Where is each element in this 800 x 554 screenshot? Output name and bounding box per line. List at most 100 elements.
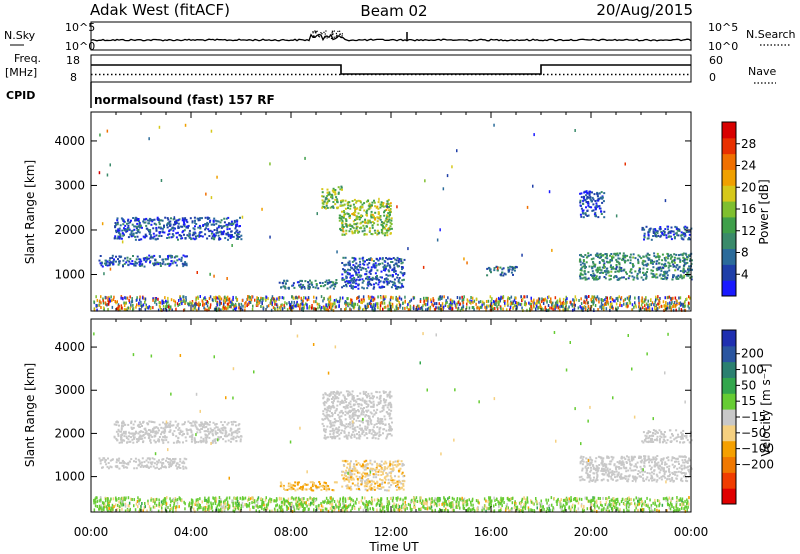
power-ground-scatter xyxy=(556,299,559,303)
power-ground-scatter xyxy=(441,302,444,306)
power-echo-pixel xyxy=(369,221,372,224)
velocity-echo-pixel xyxy=(348,416,351,418)
power-ground-scatter xyxy=(236,297,239,301)
velocity-echo-pixel xyxy=(206,436,209,439)
power-ground-scatter xyxy=(123,304,126,307)
power-echo-pixel xyxy=(671,278,674,281)
power-echo-pixel xyxy=(143,265,146,268)
power-echo-pixel xyxy=(381,257,384,260)
power-echo-pixel xyxy=(346,203,349,206)
power-ground-scatter xyxy=(104,295,107,299)
power-echo-pixel xyxy=(398,277,401,279)
power-echo-pixel xyxy=(591,275,594,277)
power-ground-scatter xyxy=(604,303,606,307)
power-ground-scatter xyxy=(368,302,371,306)
velocity-echo-pixel xyxy=(367,405,370,408)
power-echo-pixel xyxy=(649,259,652,262)
power-echo-pixel xyxy=(386,264,389,267)
velocity-echo-pixel xyxy=(326,417,329,420)
power-echo-pixel xyxy=(120,255,123,258)
power-echo-pixel xyxy=(374,211,377,214)
velocity-echo-pixel xyxy=(120,428,123,431)
power-echo-pixel xyxy=(343,233,346,236)
velocity-echo-pixel xyxy=(353,433,356,436)
power-ground-scatter xyxy=(490,301,493,305)
velocity-echo-pixel xyxy=(105,463,108,466)
power-ground-scatter xyxy=(457,300,459,304)
power-echo-pixel xyxy=(401,284,404,287)
power-echo-pixel xyxy=(343,263,346,266)
power-echo-pixel xyxy=(332,206,335,209)
power-echo-pixel xyxy=(669,253,672,256)
power-ground-scatter xyxy=(190,302,192,306)
power-echo-pixel xyxy=(645,255,648,258)
power-echo-pixel xyxy=(363,229,366,232)
velocity-echo-pixel xyxy=(203,430,206,433)
power-ground-scatter xyxy=(687,301,690,305)
velocity-echo-pixel xyxy=(286,488,289,491)
velocity-echo-pixel xyxy=(311,489,314,492)
power-ground-scatter xyxy=(561,301,564,305)
power-echo-pixel xyxy=(149,237,152,240)
velocity-echo-pixel xyxy=(369,401,372,403)
power-echo-pixel xyxy=(191,220,194,223)
power-echo-pixel xyxy=(240,234,243,237)
power-echo-pixel xyxy=(662,266,664,269)
power-echo-pixel xyxy=(379,262,381,265)
noise-dot xyxy=(341,35,343,37)
power-echo-pixel xyxy=(402,274,405,277)
power-echo-pixel xyxy=(588,194,591,197)
power-echo-pixel xyxy=(345,232,348,235)
power-echo-pixel xyxy=(512,273,514,276)
power-echo-pixel xyxy=(137,230,140,233)
power-ground-scatter xyxy=(673,304,675,308)
power-echo-pixel xyxy=(670,235,672,238)
power-ground-scatter xyxy=(344,301,346,305)
power-ground-scatter xyxy=(655,308,657,312)
power-colorbar-segment xyxy=(722,137,736,155)
power-isolated-echo xyxy=(532,184,534,188)
power-echo-pixel xyxy=(358,215,361,218)
power-ground-scatter xyxy=(192,304,194,308)
velocity-echo-pixel xyxy=(118,467,121,470)
power-echo-pixel xyxy=(643,236,646,239)
power-echo-pixel xyxy=(684,232,687,235)
power-ground-scatter xyxy=(289,303,292,307)
power-echo-pixel xyxy=(608,274,611,277)
power-ground-scatter xyxy=(638,301,640,305)
power-echo-pixel xyxy=(665,234,668,237)
power-ground-scatter xyxy=(416,304,419,308)
power-ground-scatter xyxy=(461,295,463,299)
power-ground-scatter xyxy=(332,302,334,306)
power-echo-pixel xyxy=(354,285,357,288)
velocity-echo-pixel xyxy=(340,419,343,422)
power-echo-pixel xyxy=(352,264,355,267)
power-echo-pixel xyxy=(122,259,125,262)
power-echo-pixel xyxy=(510,271,513,274)
velocity-echo-pixel xyxy=(344,399,346,402)
velocity-echo-pixel xyxy=(344,427,347,430)
velocity-echo-pixel xyxy=(238,427,241,430)
power-echo-pixel xyxy=(511,266,514,268)
power-ground-scatter xyxy=(139,298,141,302)
power-ground-scatter xyxy=(562,297,565,301)
power-echo-pixel xyxy=(619,252,621,255)
power-echo-pixel xyxy=(187,225,189,228)
power-ground-scatter xyxy=(199,295,201,298)
power-echo-pixel xyxy=(194,225,196,228)
power-ground-scatter xyxy=(419,300,422,303)
power-ground-scatter xyxy=(217,307,220,311)
power-echo-pixel xyxy=(371,233,374,236)
power-ground-scatter xyxy=(590,300,593,304)
velocity-echo-pixel xyxy=(379,417,382,420)
velocity-echo-pixel xyxy=(365,406,368,409)
power-ground-scatter xyxy=(644,304,646,308)
power-ground-scatter xyxy=(650,298,652,302)
power-echo-pixel xyxy=(357,216,359,219)
power-ground-scatter xyxy=(326,305,328,309)
velocity-echo-pixel xyxy=(163,466,166,469)
power-echo-pixel xyxy=(620,270,623,273)
power-echo-pixel xyxy=(400,260,403,262)
power-echo-pixel xyxy=(369,283,372,285)
power-ground-scatter xyxy=(274,302,276,306)
